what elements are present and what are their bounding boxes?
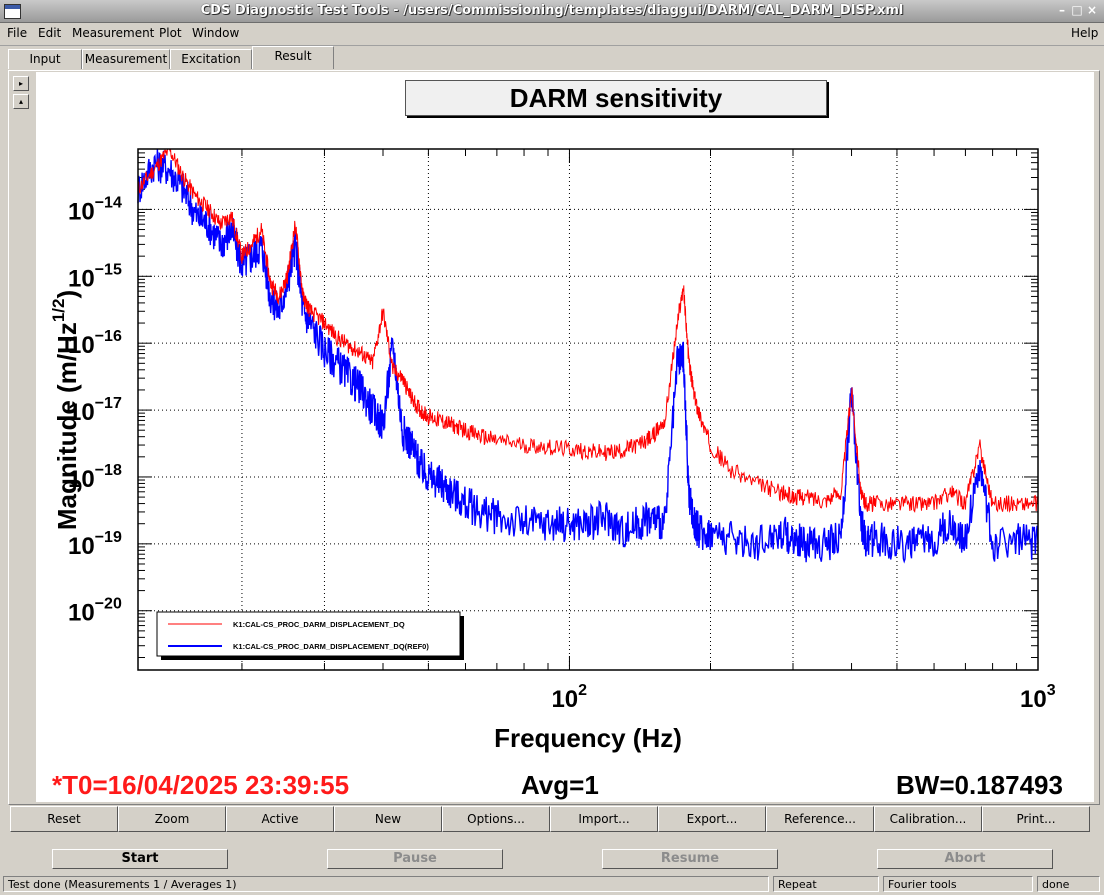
minimize-button[interactable]: – bbox=[1059, 3, 1065, 17]
calibration-button[interactable]: Calibration... bbox=[874, 806, 982, 832]
menu-plot[interactable]: Plot bbox=[159, 26, 182, 40]
series-line-current bbox=[137, 148, 1039, 513]
plot-toolbar: Reset Zoom Active New Options... Import.… bbox=[10, 806, 1090, 832]
expand-right-icon[interactable]: ▸ bbox=[13, 76, 29, 91]
x-axis-title: Frequency (Hz) bbox=[494, 723, 682, 753]
resume-button[interactable]: Resume bbox=[602, 849, 778, 869]
title-bar: CDS Diagnostic Test Tools - /users/Commi… bbox=[0, 0, 1104, 23]
x-tick-label: 102 bbox=[551, 682, 587, 713]
avg-label: Avg=1 bbox=[521, 770, 599, 800]
print-button[interactable]: Print... bbox=[982, 806, 1090, 832]
plot-title: DARM sensitivity bbox=[405, 80, 827, 116]
result-panel bbox=[8, 70, 1100, 805]
menu-measurement[interactable]: Measurement bbox=[72, 26, 155, 40]
status-tools: Fourier tools bbox=[883, 876, 1033, 892]
y-tick-label: 10−16 bbox=[68, 328, 122, 359]
options-button[interactable]: Options... bbox=[442, 806, 550, 832]
t0-label: *T0=16/04/2025 23:39:55 bbox=[52, 770, 350, 800]
y-tick-label: 10−18 bbox=[68, 462, 122, 493]
tab-excitation[interactable]: Excitation bbox=[170, 49, 252, 69]
y-tick-label: 10−15 bbox=[68, 261, 122, 292]
new-button[interactable]: New bbox=[334, 806, 442, 832]
plot-frame bbox=[137, 148, 1039, 671]
reference-button[interactable]: Reference... bbox=[766, 806, 874, 832]
import-button[interactable]: Import... bbox=[550, 806, 658, 832]
status-message: Test done (Measurements 1 / Averages 1) bbox=[3, 876, 769, 892]
active-button[interactable]: Active bbox=[226, 806, 334, 832]
legend: K1:CAL-CS_PROC_DARM_DISPLACEMENT_DQ K1:CA… bbox=[156, 611, 464, 660]
menu-window[interactable]: Window bbox=[192, 26, 240, 40]
x-tick-label: 103 bbox=[1020, 682, 1056, 713]
window-title: CDS Diagnostic Test Tools - /users/Commi… bbox=[200, 3, 904, 18]
export-button[interactable]: Export... bbox=[658, 806, 766, 832]
y-axis-title: Magnitude (m/Hz1/2) bbox=[49, 290, 82, 530]
start-button[interactable]: Start bbox=[52, 849, 228, 869]
legend-label: K1:CAL-CS_PROC_DARM_DISPLACEMENT_DQ(REF0… bbox=[233, 642, 429, 651]
bandwidth-label: BW=0.187493 bbox=[896, 770, 1063, 800]
window-menu-icon[interactable] bbox=[4, 4, 21, 19]
legend-box bbox=[156, 611, 461, 657]
menu-help[interactable]: Help bbox=[1071, 26, 1099, 40]
tab-measurement[interactable]: Measurement bbox=[82, 49, 170, 69]
menu-file[interactable]: File bbox=[7, 26, 28, 40]
status-state: done bbox=[1037, 876, 1100, 892]
tab-input[interactable]: Input bbox=[8, 49, 82, 69]
menu-edit[interactable]: Edit bbox=[38, 26, 62, 40]
maximize-button[interactable]: □ bbox=[1071, 3, 1083, 17]
series-line-reference bbox=[137, 148, 1039, 564]
plot-canvas[interactable] bbox=[36, 72, 1094, 802]
y-tick-label: 10−17 bbox=[68, 395, 122, 426]
collapse-up-icon[interactable]: ▴ bbox=[13, 94, 29, 109]
status-mode: Repeat bbox=[773, 876, 879, 892]
abort-button[interactable]: Abort bbox=[877, 849, 1053, 869]
y-tick-label: 10−19 bbox=[68, 529, 122, 560]
y-tick-label: 10−14 bbox=[68, 194, 122, 225]
tab-result[interactable]: Result bbox=[252, 46, 334, 69]
status-bar: Test done (Measurements 1 / Averages 1) … bbox=[0, 875, 1104, 895]
pause-button[interactable]: Pause bbox=[327, 849, 503, 869]
legend-label: K1:CAL-CS_PROC_DARM_DISPLACEMENT_DQ bbox=[233, 620, 405, 629]
zoom-button[interactable]: Zoom bbox=[118, 806, 226, 832]
close-button[interactable]: × bbox=[1086, 3, 1098, 17]
reset-button[interactable]: Reset bbox=[10, 806, 118, 832]
menu-bar: File Edit Measurement Plot Window Help bbox=[0, 23, 1104, 46]
y-tick-label: 10−20 bbox=[68, 596, 122, 627]
